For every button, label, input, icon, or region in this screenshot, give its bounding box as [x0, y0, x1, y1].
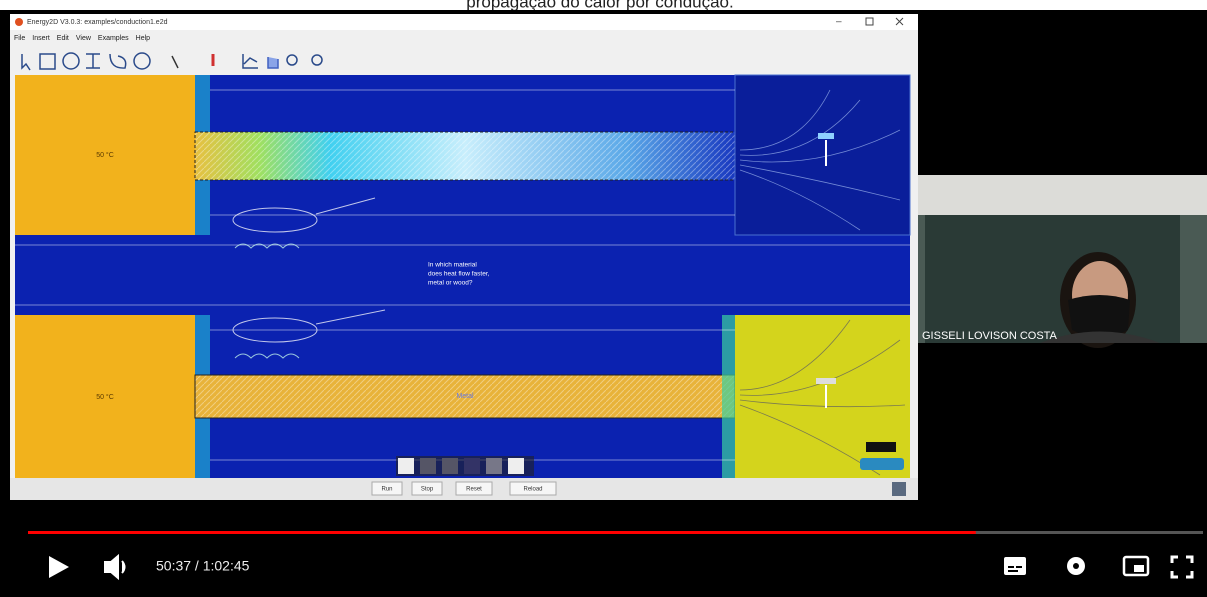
flow-lines-top [739, 89, 901, 231]
btn-play[interactable] [398, 458, 414, 474]
heat-source-bottom [15, 315, 195, 478]
window-title: Energy2D V3.0.3: examples/conduction1.e2… [27, 19, 168, 26]
btn-record[interactable] [464, 458, 480, 474]
tool-ellipse[interactable] [62, 52, 80, 70]
menu-item[interactable]: Help [136, 35, 151, 42]
participant-name: GISSELI LOVISON COSTA [922, 330, 1058, 342]
menu-bar: File Insert Edit View Examples Help [14, 35, 150, 42]
time-display: 50:37 / 1:02:45 [156, 558, 250, 574]
tool-hand[interactable] [267, 57, 279, 69]
heat-source-top [15, 75, 195, 235]
zoom-out[interactable] [311, 54, 323, 66]
sim-button[interactable] [371, 481, 403, 496]
zoom-in[interactable] [286, 54, 298, 66]
fullscreen-button[interactable] [1170, 555, 1194, 579]
tool-polygon[interactable] [86, 53, 100, 69]
sim-button-label: Reset [466, 487, 482, 493]
tool-graph[interactable] [242, 54, 258, 69]
question-line: metal or wood? [428, 280, 473, 287]
logo-badge [860, 458, 904, 470]
sim-button-label: Run [381, 487, 392, 493]
menu-item[interactable]: Insert [32, 35, 50, 42]
menu-item[interactable]: File [14, 35, 25, 42]
sink-bottom [735, 315, 910, 478]
question-line: does heat flow faster, [428, 271, 490, 278]
temperature-bottom: 50 °C [96, 393, 114, 401]
caption-bar [0, 0, 1207, 10]
sim-button-label: Reload [523, 487, 542, 493]
btn-back[interactable] [486, 458, 502, 474]
sim-button[interactable] [509, 481, 557, 496]
wall [918, 175, 1207, 215]
maximize[interactable] [865, 17, 874, 26]
sim-button-label: Stop [421, 487, 434, 493]
close[interactable] [895, 17, 904, 26]
sim-button[interactable] [411, 481, 443, 496]
tool-heat[interactable] [171, 55, 179, 69]
rod-outline [194, 131, 736, 181]
gradient-edge [722, 315, 735, 478]
playback-controls [396, 456, 534, 476]
temperature-top: 50 °C [96, 151, 114, 159]
person-mask [1068, 295, 1130, 338]
tool-annulus[interactable] [133, 52, 151, 70]
title-bar [10, 14, 918, 30]
btn-step[interactable] [420, 458, 436, 474]
tool-blob[interactable] [109, 53, 127, 69]
probe-top [818, 133, 834, 139]
toolbar [21, 52, 323, 71]
subtitles-button[interactable] [1004, 557, 1026, 575]
tool-select[interactable] [21, 54, 31, 71]
question-line: In which material [428, 262, 477, 269]
timer-badge [866, 442, 896, 452]
side-button[interactable] [892, 482, 906, 496]
rod-outline [194, 374, 736, 419]
sim-buttons: Run Stop Reset Reload [371, 481, 557, 496]
menu-item[interactable]: Examples [98, 35, 129, 42]
btn-forward[interactable] [508, 458, 524, 474]
rod-label: Metal [456, 393, 474, 400]
menu-item[interactable]: Edit [57, 35, 69, 42]
btn-reset[interactable] [442, 458, 458, 474]
pan-sketch [232, 197, 386, 359]
caption: propagação do calor por condução. [466, 0, 733, 11]
play-button[interactable] [49, 556, 69, 578]
minimize[interactable]: – [836, 17, 842, 28]
blackboard [925, 215, 1180, 343]
person-body [1040, 331, 1160, 343]
progress-played [28, 531, 976, 534]
menu-item[interactable]: View [76, 35, 92, 42]
probe-bottom [816, 378, 836, 384]
sim-button[interactable] [455, 481, 493, 496]
app-icon [15, 18, 23, 26]
miniplayer-button[interactable] [1122, 555, 1150, 577]
tool-rect[interactable] [39, 53, 56, 70]
question-note: In which material does heat flow faster, m… [428, 262, 490, 287]
rulers [15, 89, 910, 461]
volume-button[interactable] [104, 553, 126, 581]
